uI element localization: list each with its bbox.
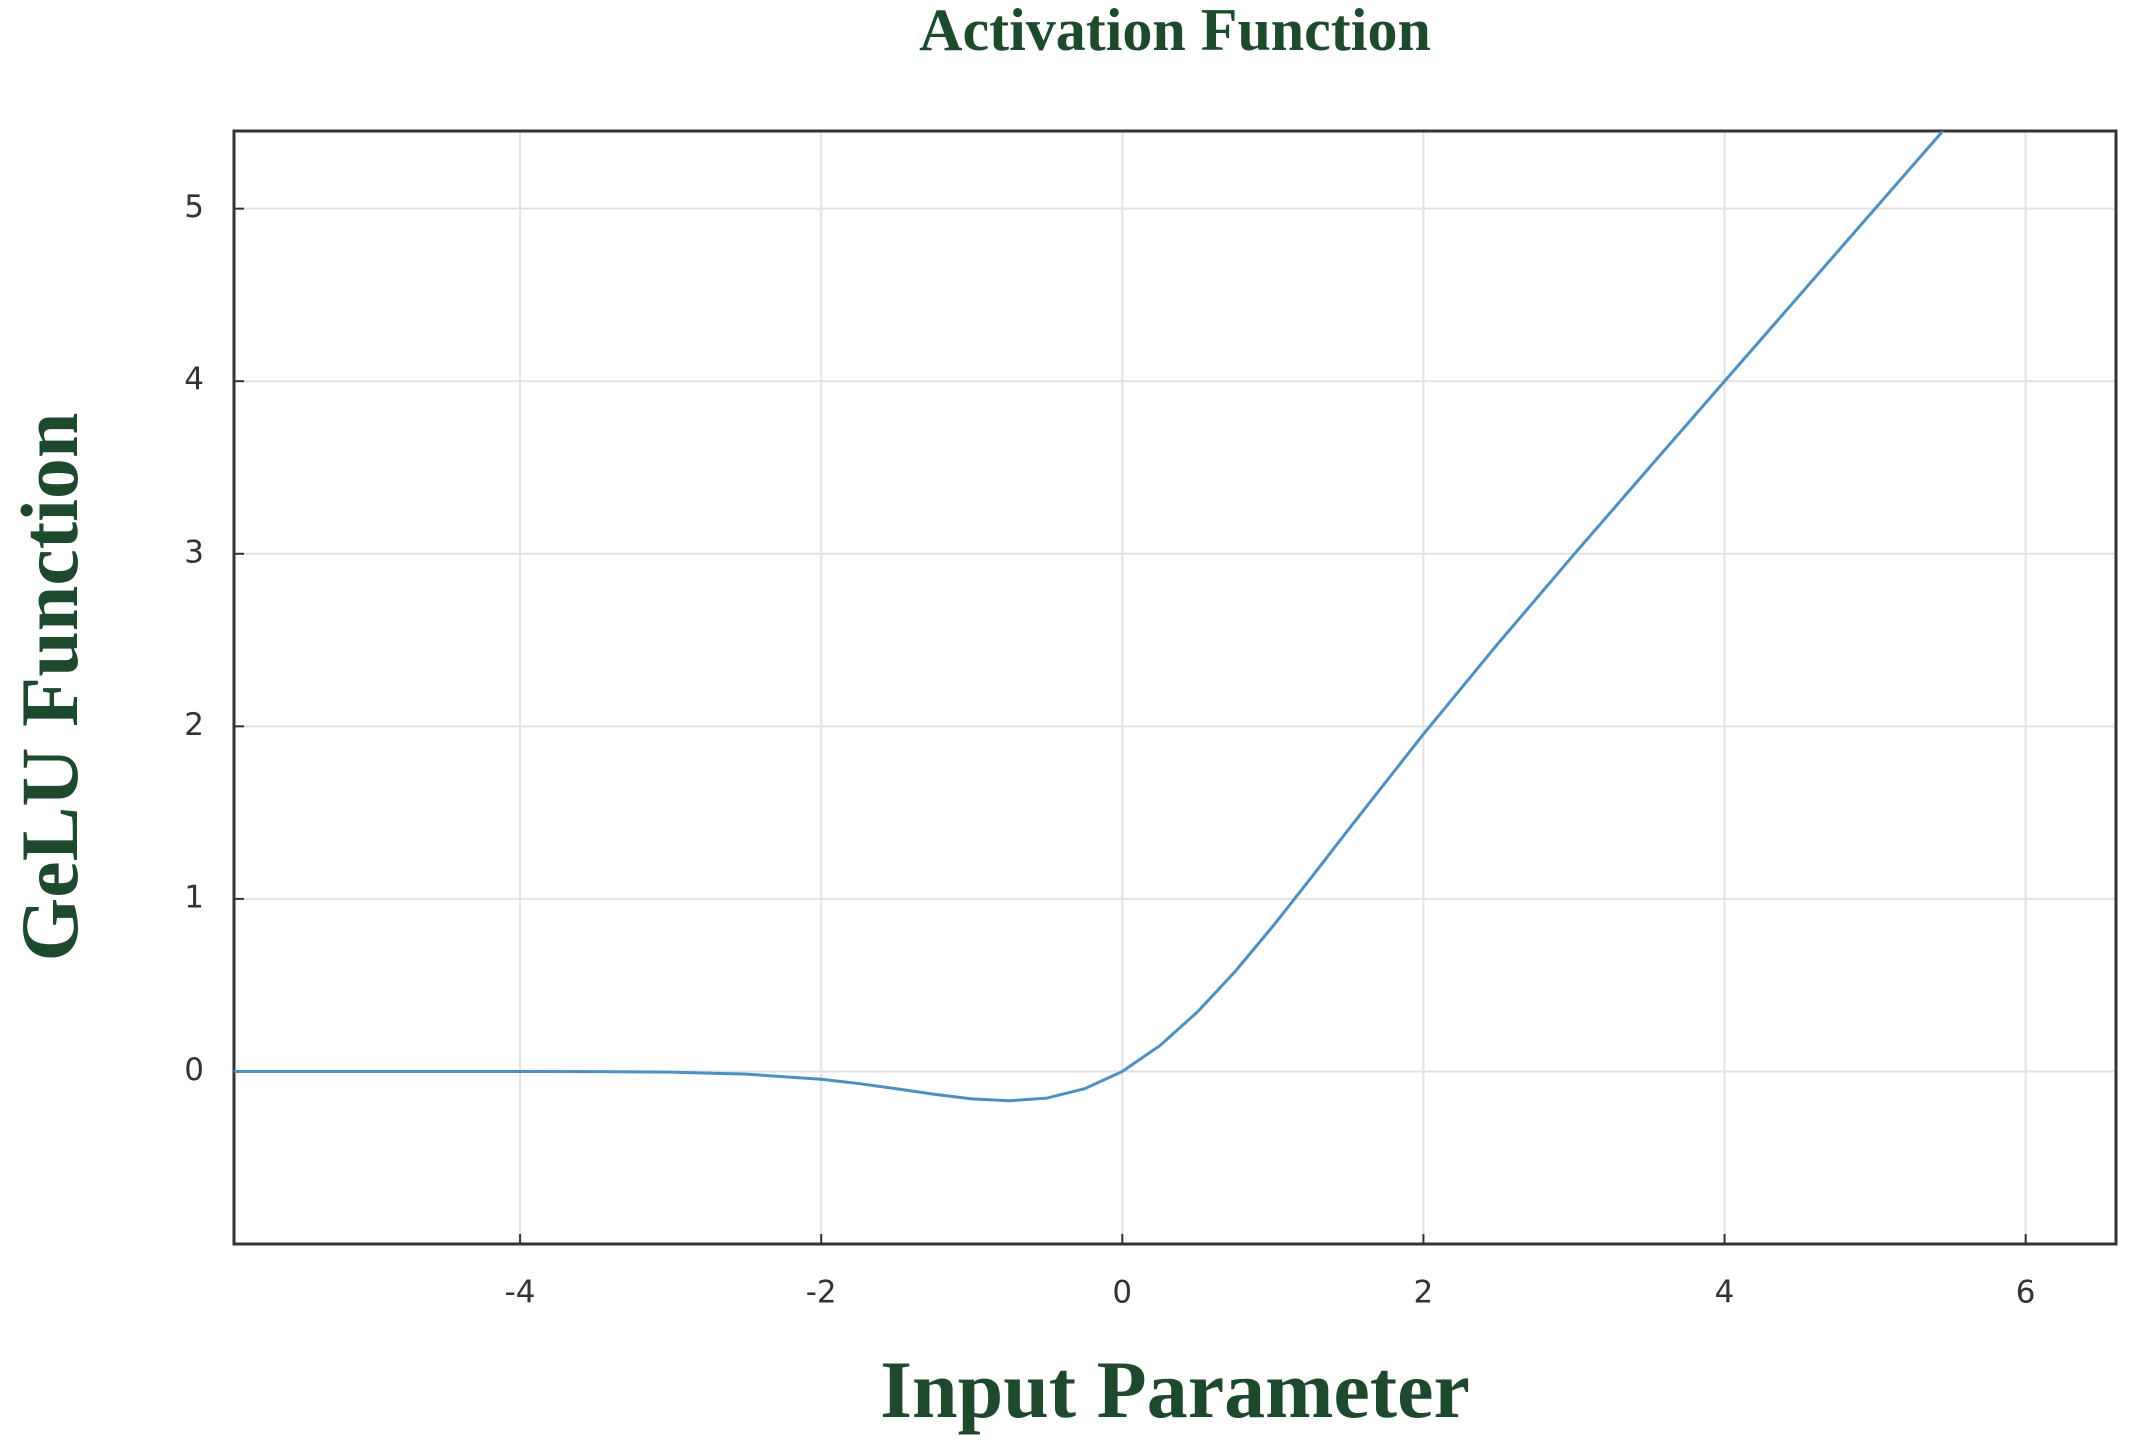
x-tick-label: 2 <box>1414 1275 1434 1311</box>
x-tick-label: 4 <box>1715 1275 1735 1311</box>
y-tick-label: 5 <box>184 189 204 225</box>
chart-title: Activation Function <box>919 0 1431 63</box>
y-tick-label: 0 <box>184 1052 204 1088</box>
y-tick-label: 1 <box>184 879 204 915</box>
y-tick-label: 2 <box>184 707 204 743</box>
x-tick-label: -2 <box>806 1275 837 1311</box>
y-axis-label: GeLU Function <box>4 413 95 962</box>
plot-frame <box>232 129 2118 1246</box>
y-tick-label: 4 <box>184 362 204 398</box>
x-tick-label: 0 <box>1112 1275 1132 1311</box>
y-tick-label: 3 <box>184 534 204 570</box>
x-tick-label: -4 <box>505 1275 536 1311</box>
x-tick-label: 6 <box>2016 1275 2036 1311</box>
x-axis-label: Input Parameter <box>880 1344 1470 1435</box>
data-line <box>234 131 1944 1103</box>
